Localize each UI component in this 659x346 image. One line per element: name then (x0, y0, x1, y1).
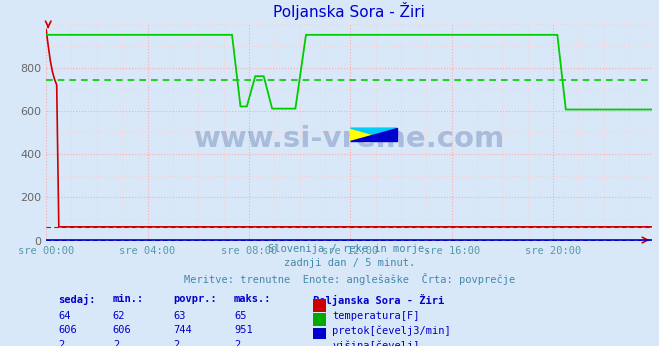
Text: 2: 2 (234, 340, 241, 346)
Title: Poljanska Sora - Žiri: Poljanska Sora - Žiri (273, 2, 425, 20)
Text: www.si-vreme.com: www.si-vreme.com (194, 125, 505, 153)
Text: 951: 951 (234, 325, 253, 335)
Text: 62: 62 (113, 311, 125, 320)
Polygon shape (351, 128, 397, 141)
Text: min.:: min.: (113, 294, 144, 304)
Bar (313, 313, 326, 326)
Text: 64: 64 (58, 311, 71, 320)
Text: maks.:: maks.: (234, 294, 272, 304)
Text: sedaj:: sedaj: (58, 294, 96, 305)
Bar (313, 299, 326, 311)
Text: višina[čevelj]: višina[čevelj] (332, 340, 420, 346)
Text: 2: 2 (58, 340, 65, 346)
Text: 606: 606 (58, 325, 77, 335)
Text: 63: 63 (173, 311, 186, 320)
Text: Poljanska Sora - Žiri: Poljanska Sora - Žiri (313, 294, 444, 306)
Polygon shape (351, 128, 397, 141)
Text: 65: 65 (234, 311, 246, 320)
Polygon shape (351, 128, 397, 141)
Text: 606: 606 (113, 325, 132, 335)
Text: temperatura[F]: temperatura[F] (332, 311, 420, 320)
Text: Meritve: trenutne  Enote: anglešaške  Črta: povprečje: Meritve: trenutne Enote: anglešaške Črta… (184, 273, 515, 285)
Text: 2: 2 (113, 340, 119, 346)
Text: 2: 2 (173, 340, 180, 346)
Text: Slovenija / reke in morje.: Slovenija / reke in morje. (268, 244, 430, 254)
Text: povpr.:: povpr.: (173, 294, 217, 304)
Text: zadnji dan / 5 minut.: zadnji dan / 5 minut. (283, 258, 415, 268)
Text: pretok[čevelj3/min]: pretok[čevelj3/min] (332, 325, 451, 336)
Bar (313, 328, 326, 341)
Text: 744: 744 (173, 325, 192, 335)
